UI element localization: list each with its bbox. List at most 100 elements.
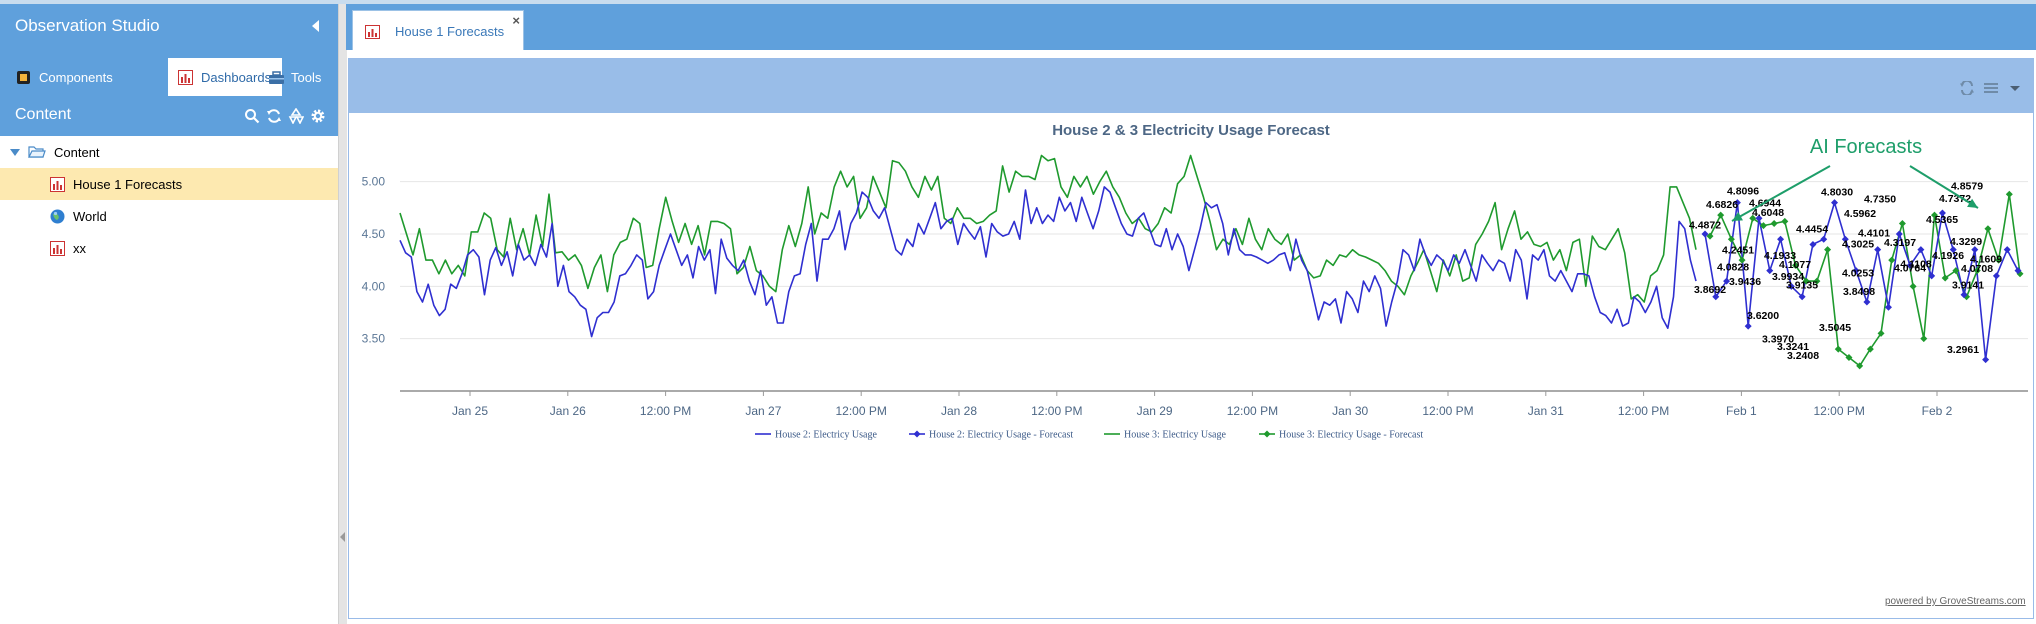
recycle-icon[interactable] (288, 107, 305, 129)
house-2-forecast-point (1874, 246, 1882, 254)
house-2-forecast-point (1928, 272, 1936, 280)
tab-tools[interactable]: Tools (258, 58, 342, 96)
x-tick-label: Jan 28 (941, 404, 977, 418)
forecast-data-label: 4.4872 (1689, 219, 1721, 231)
y-tick-label: 3.50 (362, 332, 386, 346)
gear-icon[interactable] (310, 108, 326, 129)
forecast-data-label: 4.1933 (1764, 250, 1796, 262)
tab-label: House 1 Forecasts (395, 24, 505, 39)
house-2-forecast-point (1852, 267, 1860, 275)
annotation-arrow-head (1732, 211, 1743, 221)
annotation-arrow-line (1731, 165, 1831, 222)
tree-item-house-1-forecasts[interactable]: House 1 Forecasts (0, 168, 338, 200)
house-2-forecast-point (1787, 282, 1795, 290)
x-tick-label: 12:00 PM (1618, 404, 1669, 418)
refresh-icon[interactable] (1959, 79, 1975, 100)
y-tick-label: 4.50 (362, 227, 386, 241)
forecast-data-label: 4.3197 (1884, 237, 1916, 249)
search-icon[interactable] (244, 108, 260, 129)
tab-house-1-forecasts[interactable]: House 1 Forecasts × (352, 10, 524, 50)
tree-item-content[interactable]: Content (0, 136, 338, 168)
top-edge (0, 0, 2036, 4)
house-2-forecast-point (2003, 246, 2011, 254)
house-3-forecast-point (1845, 354, 1853, 362)
house-3-forecast-point (1877, 329, 1885, 337)
dashboard-chart-icon (178, 69, 193, 85)
forecast-data-label: 4.7350 (1864, 193, 1896, 205)
house-3-forecast-point (1888, 256, 1896, 264)
house-2-forecast-point (1723, 277, 1731, 285)
forecast-data-label: 4.1926 (1932, 250, 1964, 262)
powered-by-link[interactable]: powered by GroveStreams.com (1885, 596, 2026, 607)
x-tick-label: Jan 31 (1528, 404, 1564, 418)
forecast-data-label: 3.6200 (1747, 310, 1779, 322)
house-2-forecast-point (1701, 230, 1709, 238)
collapse-arrow-icon[interactable] (340, 532, 345, 542)
house-3-forecast-point (1727, 235, 1735, 243)
ai-forecasts-annotation: AI Forecasts (1810, 136, 1922, 158)
house-2-forecast-point (1906, 261, 1914, 269)
series-house-2-forecast (1704, 201, 2019, 361)
house-3-forecast-point (1781, 217, 1789, 225)
house-2-forecast-point (1733, 199, 1741, 207)
house-2-forecast-point (1992, 272, 2000, 280)
forecast-data-label: 4.5365 (1926, 214, 1958, 226)
y-axis: 3.50 4.00 4.50 5.00 (362, 175, 386, 346)
x-tick-label: 12:00 PM (836, 404, 887, 418)
forecast-data-label: 3.2408 (1787, 350, 1819, 362)
tab-dashboards-label: Dashboards (201, 69, 272, 85)
forecast-data-label: 4.8030 (1821, 186, 1853, 198)
x-tick-label: 12:00 PM (1031, 404, 1082, 418)
tree-item-xx[interactable]: xx (0, 232, 338, 264)
close-icon[interactable]: × (512, 13, 520, 28)
collapse-panel-icon[interactable] (312, 20, 319, 32)
forecast-data-label: 4.8096 (1727, 186, 1759, 198)
tab-dashboards[interactable]: Dashboards (168, 58, 282, 96)
house-3-forecast-point (1802, 277, 1810, 285)
house-2-forecast-point (1971, 246, 1979, 254)
x-tick-label: Jan 25 (452, 404, 488, 418)
house-3-forecast-point (1856, 362, 1864, 370)
house-2-forecast-point (1884, 303, 1892, 311)
house-3-forecast-point (1749, 214, 1757, 222)
x-tick-label: 12:00 PM (640, 404, 691, 418)
forecast-data-label: 3.3970 (1762, 333, 1794, 345)
house-3-forecast-point (1995, 256, 2003, 264)
components-icon (16, 70, 31, 85)
app-title: Observation Studio (15, 16, 160, 35)
chart-legend: House 2: Electricy Usage House 2: Electri… (755, 430, 1423, 441)
tree-item-label: House 1 Forecasts (73, 176, 183, 192)
legend-item-label: House 3: Electricy Usage - Forecast (1279, 430, 1423, 441)
house-2-forecast-point (1777, 235, 1785, 243)
forecast-data-label: 3.5045 (1819, 322, 1851, 334)
panel-splitter[interactable] (338, 4, 347, 624)
tab-components[interactable]: Components (6, 58, 156, 96)
annotation-arrow-head (1967, 198, 1978, 208)
house-3-forecast-point (1770, 220, 1778, 228)
x-tick-label: Feb 2 (1922, 404, 1953, 418)
usage-forecast-chart: House 2 & 3 Electricity Usage Forecast A… (362, 122, 2028, 441)
x-tick-label: Jan 29 (1137, 404, 1173, 418)
x-tick-label: 12:00 PM (1814, 404, 1865, 418)
chevron-down-icon[interactable] (2007, 81, 2023, 100)
house-3-forecast-point (1813, 277, 1821, 285)
tree-item-label: Content (54, 144, 100, 160)
house-2-forecast-point (1820, 235, 1828, 243)
house-3-forecast-point (1973, 267, 1981, 275)
house-3-forecast-point (2005, 190, 2013, 198)
forecast-data-label: 4.3025 (1842, 239, 1874, 251)
menu-icon[interactable] (1983, 81, 1999, 100)
x-tick-label: Jan 27 (745, 404, 781, 418)
x-tick-label: Jan 26 (550, 404, 586, 418)
chevron-down-icon[interactable] (10, 148, 20, 156)
refresh-icon[interactable] (266, 108, 282, 129)
content-toolbar (244, 107, 326, 129)
forecast-markers (1701, 190, 2024, 370)
house-2-forecast-point (1841, 235, 1849, 243)
folder-open-icon (28, 145, 46, 159)
house-2-forecast-point (1831, 199, 1839, 207)
house-2-forecast-point (1766, 267, 1774, 275)
house-3-forecast-point (1898, 220, 1906, 228)
tree-item-world[interactable]: World (0, 200, 338, 232)
globe-icon (50, 209, 65, 224)
